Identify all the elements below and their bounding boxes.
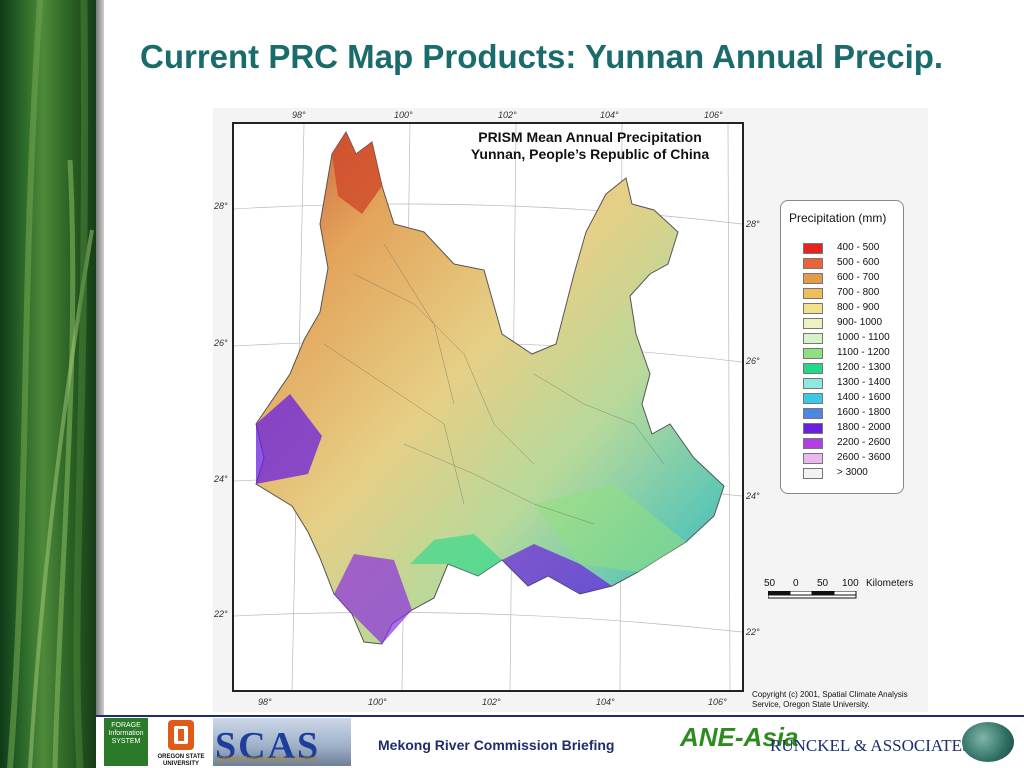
- lon-label-top-98: 98°: [292, 110, 306, 120]
- legend-label: 700 - 800: [837, 287, 880, 298]
- globe-icon: [962, 722, 1014, 762]
- legend-label: 800 - 900: [837, 302, 880, 313]
- legend-swatch: [803, 333, 823, 344]
- lon-label-top-100: 100°: [394, 110, 413, 120]
- legend-label: 1000 - 1100: [837, 332, 890, 343]
- legend-swatch: [803, 243, 823, 254]
- lon-label-bottom-102: 102°: [482, 697, 501, 707]
- lon-label-top-106: 106°: [704, 110, 723, 120]
- legend-title: Precipitation (mm): [789, 211, 887, 225]
- lat-label-right-24: 24°: [746, 491, 760, 501]
- scas-logo-subtitle: Spatial Climate Analysis Service: [217, 756, 318, 763]
- footer-rule: [96, 715, 1024, 717]
- precipitation-legend: Precipitation (mm) 400 - 500 500 - 600 600…: [780, 200, 904, 494]
- legend-swatch: [803, 438, 823, 449]
- scale-label-100: 100: [842, 578, 859, 589]
- legend-swatch: [803, 288, 823, 299]
- lat-label-left-28: 28°: [214, 201, 228, 211]
- yunnan-precipitation-map: [234, 124, 742, 690]
- legend-label: 2200 - 2600: [837, 437, 891, 448]
- legend-label: 1800 - 2000: [837, 422, 891, 433]
- legend-swatch: [803, 378, 823, 389]
- osu-shield-icon: [168, 720, 194, 750]
- grass-blades-decoration: [7, 0, 94, 768]
- legend-swatch: [803, 258, 823, 269]
- legend-swatch: [803, 423, 823, 434]
- scale-label-50-left: 50: [764, 578, 776, 589]
- lat-label-left-24: 24°: [214, 474, 228, 484]
- legend-label: > 3000: [837, 467, 868, 478]
- legend-label: 2600 - 3600: [837, 452, 891, 463]
- legend-label: 1300 - 1400: [837, 377, 891, 388]
- scale-label-50: 50: [817, 578, 829, 589]
- map-frame: [232, 122, 744, 692]
- scale-bar: 50 0 50 100 Kilometers: [764, 578, 924, 608]
- legend-swatch: [803, 363, 823, 374]
- legend-swatch: [803, 453, 823, 464]
- scale-unit: Kilometers: [866, 578, 914, 589]
- lon-label-bottom-104: 104°: [596, 697, 615, 707]
- legend-swatch: [803, 348, 823, 359]
- lat-label-left-22: 22°: [214, 609, 228, 619]
- legend-swatch: [803, 393, 823, 404]
- lat-label-left-26: 26°: [214, 338, 228, 348]
- oregon-state-university-logo: OREGON STATE UNIVERSITY: [154, 718, 208, 768]
- scas-logo: SCAS Spatial Climate Analysis Service: [213, 718, 351, 767]
- slide-title: Current PRC Map Products: Yunnan Annual …: [140, 38, 944, 75]
- copyright-note: Copyright (c) 2001, Spatial Climate Anal…: [752, 690, 908, 709]
- lat-label-right-22: 22°: [746, 627, 760, 637]
- lon-label-bottom-106: 106°: [708, 697, 727, 707]
- lon-label-top-102: 102°: [498, 110, 517, 120]
- legend-swatch: [803, 468, 823, 479]
- legend-swatch: [803, 273, 823, 284]
- map-title-line2: Yunnan, People’s Republic of China: [470, 146, 710, 162]
- legend-label: 600 - 700: [837, 272, 880, 283]
- legend-label: 1200 - 1300: [837, 362, 891, 373]
- footer-briefing-text: Mekong River Commission Briefing: [378, 737, 615, 753]
- forage-information-system-logo: FORAGE Information SYSTEM: [104, 718, 148, 766]
- legend-label: 1600 - 1800: [837, 407, 891, 418]
- legend-label: 500 - 600: [837, 257, 880, 268]
- scas-logo-text: SCAS: [215, 725, 321, 767]
- osu-logo-text: OREGON STATE UNIVERSITY: [157, 754, 205, 767]
- legend-label: 900- 1000: [837, 317, 883, 328]
- scale-bar-graphic: [768, 591, 857, 599]
- lon-label-bottom-100: 100°: [368, 697, 387, 707]
- lon-label-bottom-98: 98°: [258, 697, 272, 707]
- forage-logo-text: FORAGE Information SYSTEM: [108, 722, 144, 745]
- legend-swatch: [803, 408, 823, 419]
- scale-label-0: 0: [793, 578, 799, 589]
- legend-label: 400 - 500: [837, 242, 880, 253]
- lat-label-right-26: 26°: [746, 356, 760, 366]
- ane-asia-logo: ANE-Asia: [680, 722, 799, 752]
- runckel-associates-logo: RUNCKEL & ASSOCIATES: [770, 736, 972, 755]
- strip-shadow: [96, 0, 104, 715]
- legend-swatch: [803, 303, 823, 314]
- map-title-line1: PRISM Mean Annual Precipitation: [478, 129, 702, 145]
- map-title: PRISM Mean Annual Precipitation Yunnan, …: [440, 129, 740, 163]
- legend-label: 1400 - 1600: [837, 392, 891, 403]
- county-boundaries: [323, 243, 665, 525]
- lon-label-top-104: 104°: [600, 110, 619, 120]
- legend-swatch: [803, 318, 823, 329]
- lat-label-right-28: 28°: [746, 219, 760, 229]
- decorative-grass-strip: [0, 0, 96, 768]
- legend-label: 1100 - 1200: [837, 347, 890, 358]
